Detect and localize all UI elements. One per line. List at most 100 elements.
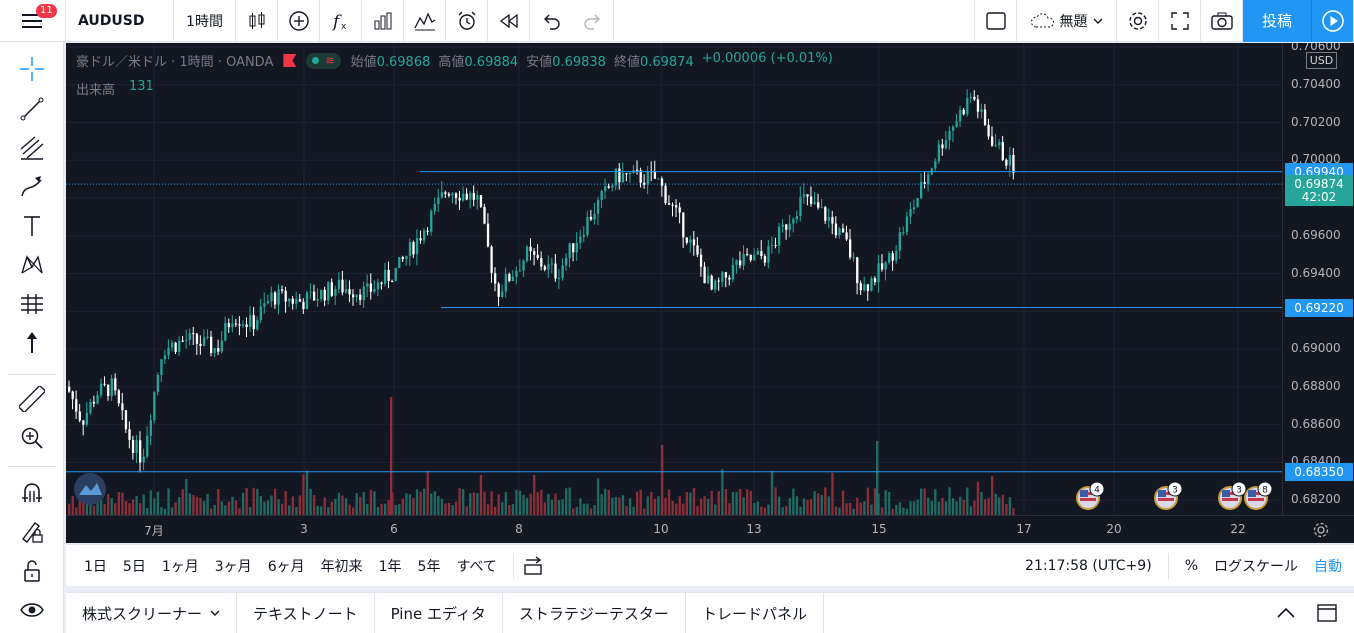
magnet-tool[interactable]	[12, 476, 52, 510]
range-button[interactable]: 年初来	[320, 558, 363, 575]
layout-select-button[interactable]	[975, 0, 1017, 42]
zoom-tool[interactable]	[12, 421, 52, 455]
range-button[interactable]: 6ヶ月	[267, 558, 305, 575]
flag-icon[interactable]	[283, 54, 297, 67]
range-button[interactable]: 5日	[122, 558, 146, 575]
volume-bar	[447, 502, 451, 515]
chart-layout-name-button[interactable]: 無題	[1017, 0, 1117, 42]
market-status-pill[interactable]: ≋	[306, 52, 341, 69]
go-to-date-icon[interactable]	[522, 555, 544, 576]
volume-bar	[178, 497, 181, 515]
lock-drawing-tool[interactable]	[12, 515, 52, 549]
event-marker[interactable]: 3	[1154, 481, 1183, 510]
range-button[interactable]: 1年	[378, 558, 402, 575]
candle-body	[724, 272, 728, 278]
chart-type-button[interactable]	[236, 0, 278, 42]
candle-body	[373, 289, 376, 292]
candle-body	[966, 98, 969, 115]
candle-body	[231, 323, 234, 328]
clock-time[interactable]: 21:17:58 (UTC+9)	[1025, 557, 1152, 574]
lock-all-tool[interactable]	[12, 554, 52, 588]
fib-tool[interactable]	[12, 131, 52, 165]
volume-bar	[490, 491, 493, 515]
redo-button[interactable]	[572, 0, 614, 42]
fullscreen-button[interactable]	[1159, 0, 1201, 42]
candle-body	[806, 194, 809, 197]
open-value: 0.69868	[376, 55, 431, 70]
brush-tool[interactable]	[12, 170, 52, 204]
volume-bar	[600, 494, 603, 515]
ruler-tool[interactable]	[12, 382, 52, 416]
range-button[interactable]: 5年	[417, 558, 441, 575]
tab-stock-screener[interactable]: 株式スクリーナー	[66, 592, 238, 633]
undo-button[interactable]	[530, 0, 572, 42]
volume-bar	[511, 503, 515, 515]
range-button[interactable]: 3ヶ月	[214, 558, 252, 575]
chevron-up-icon[interactable]	[1276, 606, 1296, 620]
trend-line-tool[interactable]	[12, 92, 52, 126]
arrow-tool[interactable]	[12, 326, 52, 360]
templates-button[interactable]	[404, 0, 446, 42]
range-button[interactable]: 1ヶ月	[161, 558, 199, 575]
time-tick-label: 3	[300, 522, 308, 536]
financials-button[interactable]	[362, 0, 404, 42]
interval-button[interactable]: 1時間	[174, 0, 236, 42]
symbol-search-button[interactable]: AUDUSD	[66, 0, 174, 42]
replay-button[interactable]	[488, 0, 530, 42]
main-menu-button[interactable]: 11	[0, 0, 66, 42]
zoom-in-icon	[21, 427, 43, 449]
fullscreen-icon	[1170, 11, 1189, 30]
log-scale-toggle[interactable]: ログスケール	[1214, 558, 1298, 575]
play-button[interactable]	[1311, 0, 1354, 42]
candle-body	[217, 348, 220, 352]
volume-bar	[387, 500, 390, 515]
volume-bar	[731, 491, 735, 515]
range-button[interactable]: すべて	[456, 558, 497, 575]
alert-button[interactable]	[446, 0, 488, 42]
crosshair-tool[interactable]	[12, 52, 52, 86]
volume-bar	[692, 487, 696, 515]
volume-bar	[277, 499, 280, 515]
price-axis[interactable]: 0.706000.704000.702000.700000.698000.696…	[1282, 43, 1354, 515]
percent-scale-toggle[interactable]: %	[1184, 557, 1198, 574]
volume-bar	[948, 487, 951, 515]
maximize-panel-icon[interactable]	[1316, 603, 1338, 623]
candle-body	[312, 291, 316, 301]
tradingview-logo-icon[interactable]	[74, 473, 106, 505]
unlock-icon	[24, 560, 40, 582]
time-axis[interactable]: 7月 3 6 8 10 13 15 17 20 22	[66, 515, 1354, 543]
tab-text-notes[interactable]: テキストノート	[237, 592, 375, 633]
event-marker[interactable]: 8	[1244, 481, 1273, 510]
volume-bar	[927, 497, 930, 515]
compare-button[interactable]	[278, 0, 320, 42]
event-marker[interactable]: 3	[1218, 481, 1247, 510]
time-tick-label: 22	[1230, 522, 1246, 536]
pattern-tool[interactable]	[12, 248, 52, 282]
range-button[interactable]: 1日	[84, 558, 107, 575]
gear-icon[interactable]	[1312, 521, 1330, 539]
volume-bar	[675, 503, 678, 515]
tab-strategy-tester[interactable]: ストラテジーテスター	[503, 592, 686, 633]
measure-projection-tool[interactable]	[12, 287, 52, 321]
candle-body	[501, 291, 504, 297]
flag-stripe	[1158, 498, 1174, 501]
chart-pane[interactable]: 4 3 3 8 豪ドル／米ドル · 1時間 · OANDA ≋ 始値0.69868 高…	[66, 43, 1354, 543]
tab-pine-editor[interactable]: Pine エディタ	[375, 592, 503, 633]
candle-body	[110, 378, 113, 397]
text-tool[interactable]	[12, 209, 52, 243]
volume-bar	[980, 492, 983, 515]
volume-bar	[323, 497, 326, 515]
time-tick-label: 6	[390, 522, 398, 536]
settings-button[interactable]	[1117, 0, 1159, 42]
price-chart[interactable]: 4 3 3 8	[66, 43, 1354, 543]
snapshot-button[interactable]	[1201, 0, 1243, 42]
currency-label[interactable]: USD	[1306, 52, 1337, 69]
event-marker[interactable]: 4	[1076, 481, 1105, 510]
publish-button[interactable]: 投稿	[1243, 0, 1311, 42]
hide-drawings-tool[interactable]	[12, 593, 52, 627]
volume-bar	[792, 488, 795, 515]
tab-trading-panel[interactable]: トレードパネル	[686, 592, 824, 633]
auto-scale-toggle[interactable]: 自動	[1314, 558, 1342, 575]
